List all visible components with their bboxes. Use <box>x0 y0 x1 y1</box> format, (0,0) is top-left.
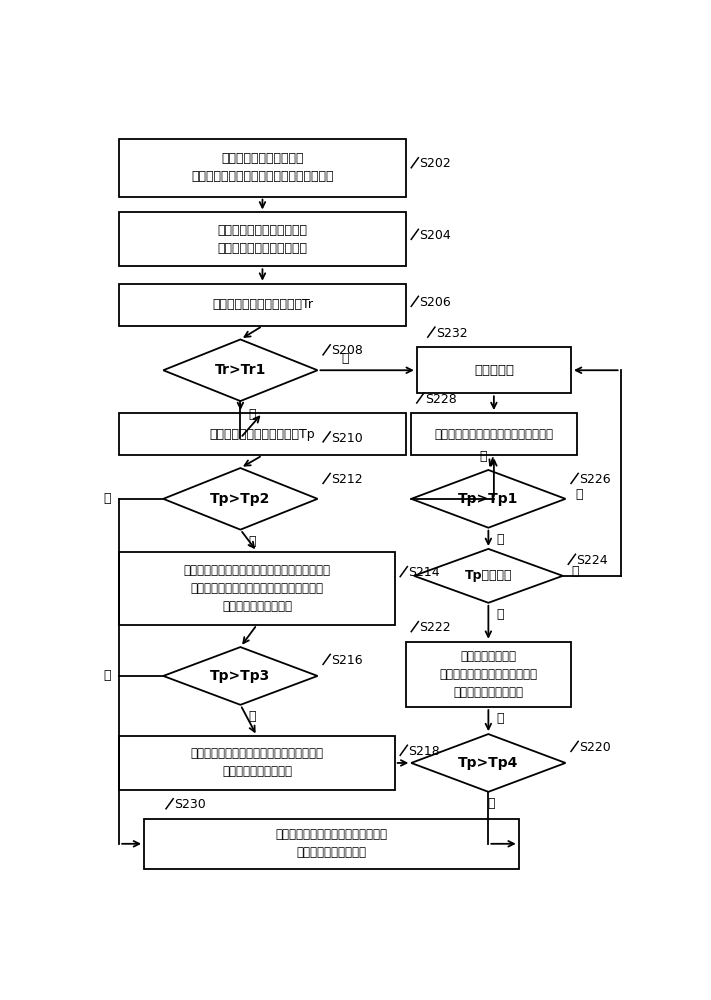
Text: Tp>Tp2: Tp>Tp2 <box>210 492 271 506</box>
Text: S230: S230 <box>174 798 206 811</box>
Polygon shape <box>414 549 563 603</box>
Bar <box>119 736 395 790</box>
Text: 维持压缩制冷系统的当前运行状态，
维持加热器的加热状态: 维持压缩制冷系统的当前运行状态， 维持加热器的加热状态 <box>275 828 387 859</box>
Text: 是: 是 <box>249 535 256 548</box>
Polygon shape <box>164 339 318 401</box>
Text: S226: S226 <box>579 473 611 486</box>
Text: 控制压缩制冷系统
的节流装置的开度增加预设值，
维持加热器的加热状态: 控制压缩制冷系统 的节流装置的开度增加预设值， 维持加热器的加热状态 <box>439 650 538 699</box>
Text: S228: S228 <box>425 393 456 406</box>
Text: S202: S202 <box>419 157 451 170</box>
Polygon shape <box>411 734 565 792</box>
Bar <box>119 139 406 197</box>
Text: S232: S232 <box>436 327 468 340</box>
Text: 获取空调器的制热信号，
控制空调器的压缩制冷系统以制热模式启动: 获取空调器的制热信号， 控制空调器的压缩制冷系统以制热模式启动 <box>191 152 333 183</box>
Text: S212: S212 <box>331 473 363 486</box>
Text: 控制压缩制冷系统的压缩机按照预设速度降频，
且累计降低的频率小于等于第一预设频率，
维持加热器的加热状态: 控制压缩制冷系统的压缩机按照预设速度降频， 且累计降低的频率小于等于第一预设频率… <box>183 564 331 613</box>
Text: Tp>Tp1: Tp>Tp1 <box>458 492 518 506</box>
Text: S208: S208 <box>331 344 363 358</box>
Text: Tp>Tp3: Tp>Tp3 <box>210 669 270 683</box>
Bar <box>119 552 395 625</box>
Text: 否: 否 <box>487 797 495 810</box>
Text: S224: S224 <box>577 554 608 567</box>
Bar <box>119 212 406 266</box>
Text: 否: 否 <box>571 565 579 578</box>
Text: S206: S206 <box>419 296 451 309</box>
Text: 获取空调器的电加热信号，
开启空调器风道内的加热器: 获取空调器的电加热信号， 开启空调器风道内的加热器 <box>218 224 307 255</box>
Text: S214: S214 <box>408 566 440 579</box>
Text: Tp持续上升: Tp持续上升 <box>464 569 512 582</box>
Bar <box>119 284 406 326</box>
Text: 否: 否 <box>249 408 256 421</box>
Text: S210: S210 <box>331 432 363 445</box>
Text: 否: 否 <box>103 492 111 505</box>
Text: 控制压缩机的运行频率降低第二预设频率，
维持加热器的加热状态: 控制压缩机的运行频率降低第二预设频率， 维持加热器的加热状态 <box>191 747 324 778</box>
Polygon shape <box>164 468 318 530</box>
Text: Tr>Tr1: Tr>Tr1 <box>215 363 266 377</box>
Text: 是: 是 <box>341 352 349 365</box>
Text: S216: S216 <box>331 654 363 667</box>
Bar <box>411 413 577 455</box>
Polygon shape <box>411 470 565 528</box>
Bar <box>417 347 571 393</box>
Polygon shape <box>164 647 318 705</box>
Text: 是: 是 <box>249 710 256 723</box>
Text: S218: S218 <box>408 745 440 758</box>
Text: 维持加热器的加热状态预设时长后关闭: 维持加热器的加热状态预设时长后关闭 <box>434 428 553 441</box>
Text: 是: 是 <box>496 533 504 546</box>
Text: 否: 否 <box>479 450 486 463</box>
Text: S204: S204 <box>419 229 451 242</box>
Bar <box>119 413 406 455</box>
Text: 关闭加热器: 关闭加热器 <box>474 364 514 377</box>
Text: S220: S220 <box>579 741 611 754</box>
Bar <box>406 642 571 707</box>
Text: 获取空调器的室内环境温度Tr: 获取空调器的室内环境温度Tr <box>212 298 313 311</box>
Text: 否: 否 <box>103 669 111 682</box>
Text: S222: S222 <box>419 621 451 634</box>
Text: Tp>Tp4: Tp>Tp4 <box>458 756 518 770</box>
Text: 获取空调器的室内盘管温度Tp: 获取空调器的室内盘管温度Tp <box>210 428 315 441</box>
Text: 是: 是 <box>496 712 504 725</box>
Bar <box>144 819 518 869</box>
Text: 是: 是 <box>575 488 583 501</box>
Text: 是: 是 <box>496 608 504 621</box>
